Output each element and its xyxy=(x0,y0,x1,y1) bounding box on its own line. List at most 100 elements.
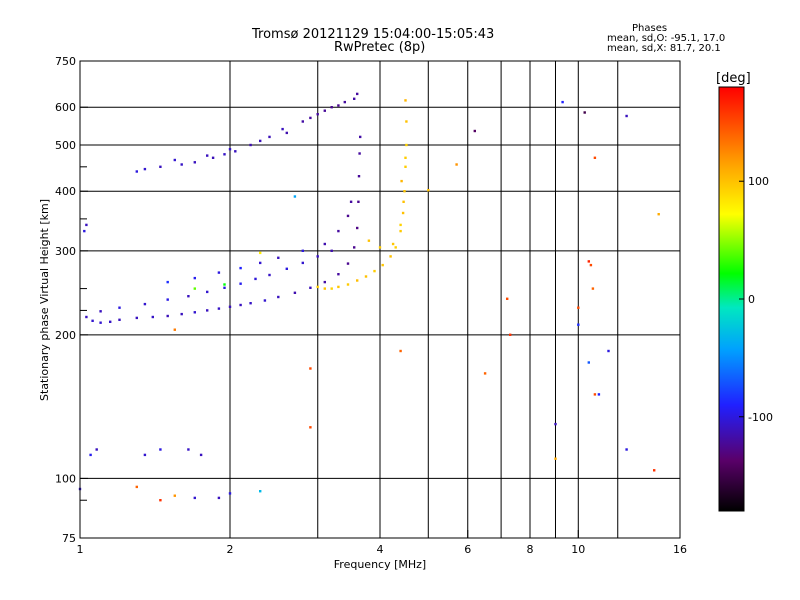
data-point xyxy=(587,260,590,263)
data-point xyxy=(373,269,376,273)
data-point xyxy=(143,302,147,306)
data-point xyxy=(109,320,112,323)
data-point xyxy=(301,261,304,265)
data-point xyxy=(346,262,350,265)
data-point xyxy=(99,321,102,324)
data-point xyxy=(381,263,384,267)
x-axis: 1 2 4 6 8 10 16 xyxy=(77,530,687,556)
data-point xyxy=(293,291,297,294)
data-point xyxy=(217,271,221,274)
data-point xyxy=(159,448,162,451)
data-point xyxy=(228,305,232,308)
data-point xyxy=(309,367,312,370)
data-point xyxy=(135,485,138,489)
colorbar-unit: [deg] xyxy=(716,71,751,86)
x-tick-label: 10 xyxy=(571,543,585,556)
x-tick-label: 8 xyxy=(527,543,534,556)
data-point xyxy=(309,116,312,120)
data-point xyxy=(399,229,402,233)
data-point xyxy=(657,213,660,216)
x-tick-label: 6 xyxy=(464,543,471,556)
data-point xyxy=(249,143,252,147)
colorbar-ticks: 100 0 -100 xyxy=(739,175,773,424)
data-point xyxy=(254,277,257,281)
data-point xyxy=(85,223,88,227)
data-point xyxy=(357,175,361,178)
data-point xyxy=(593,393,597,396)
data-point xyxy=(404,99,407,102)
data-point xyxy=(554,422,557,426)
data-point xyxy=(330,287,333,290)
data-point xyxy=(337,104,340,107)
data-point xyxy=(427,189,430,192)
data-point xyxy=(223,153,226,156)
data-point xyxy=(180,163,183,166)
phase-stats-o: mean, sd,O: -95.1, 17.0 xyxy=(607,33,726,44)
chart-subtitle: RwPretec (8p) xyxy=(334,40,426,55)
y-tick-label: 400 xyxy=(55,185,76,198)
data-point xyxy=(404,156,407,159)
data-point xyxy=(217,496,221,500)
data-point xyxy=(509,333,512,336)
x-tick-label: 4 xyxy=(377,543,384,556)
data-point xyxy=(583,111,586,114)
data-point xyxy=(159,165,162,168)
y-tick-label: 300 xyxy=(55,245,76,258)
grid xyxy=(80,61,680,538)
data-point xyxy=(356,279,359,282)
data-point xyxy=(323,109,326,112)
x-tick-label: 1 xyxy=(77,543,84,556)
data-point xyxy=(356,92,359,96)
data-point xyxy=(180,312,183,316)
data-point xyxy=(211,156,215,159)
data-point xyxy=(173,158,176,162)
data-point xyxy=(187,295,190,298)
data-point xyxy=(173,328,176,331)
data-point xyxy=(309,426,312,429)
data-point xyxy=(593,156,597,159)
y-tick-label: 600 xyxy=(55,101,76,114)
data-point xyxy=(401,211,405,215)
data-point xyxy=(239,266,242,270)
data-point xyxy=(357,200,360,203)
data-point xyxy=(359,135,362,139)
data-point xyxy=(343,100,346,104)
data-point xyxy=(367,239,371,242)
data-point xyxy=(625,448,628,451)
data-point xyxy=(399,349,402,353)
data-point xyxy=(404,165,407,168)
data-point xyxy=(323,287,326,290)
data-point xyxy=(337,273,340,276)
data-point xyxy=(587,361,590,364)
data-point xyxy=(95,448,98,451)
data-point xyxy=(323,280,326,284)
data-point xyxy=(259,139,262,143)
data-point xyxy=(143,167,147,171)
data-point xyxy=(285,131,288,135)
data-point xyxy=(607,349,610,353)
data-point xyxy=(346,214,350,218)
data-point xyxy=(403,190,406,193)
colorbar-tick-label: 0 xyxy=(748,293,755,306)
data-point xyxy=(159,499,162,502)
data-point xyxy=(259,251,262,255)
data-point xyxy=(187,448,190,451)
y-tick-label: 500 xyxy=(55,139,76,152)
data-point xyxy=(193,276,196,280)
data-point xyxy=(353,246,356,249)
data-point xyxy=(263,299,267,302)
data-points xyxy=(78,92,660,502)
data-point xyxy=(337,285,340,289)
colorbar-tick-label: -100 xyxy=(748,411,773,424)
data-point xyxy=(151,315,154,319)
data-point xyxy=(316,285,319,289)
data-point xyxy=(349,200,353,203)
data-point xyxy=(323,242,326,246)
data-point xyxy=(378,246,382,249)
data-point xyxy=(239,282,242,285)
data-point xyxy=(316,113,319,116)
data-point xyxy=(301,120,304,123)
data-point xyxy=(223,286,226,289)
y-axis-title: Stationary phase Virtual Height [km] xyxy=(38,199,51,401)
data-point xyxy=(135,170,138,173)
